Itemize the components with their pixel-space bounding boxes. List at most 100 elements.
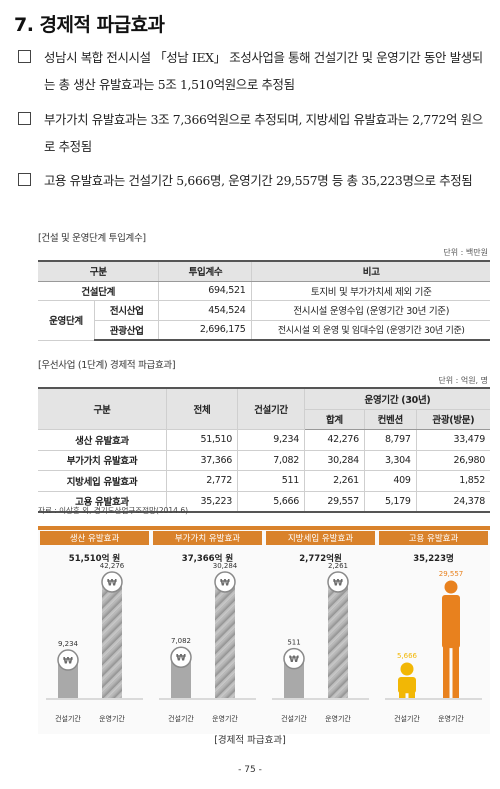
- coin-icon: [170, 646, 192, 668]
- table-row: 운영단계 전시산업 454,524 전시시설 운영수입 (운영기간 30년 기준…: [38, 300, 490, 341]
- economic-effect-infographic: 생산 유발효과 51,510억 원 ₩9,234 건설기간 ₩42,276 운영기간 부가가…: [38, 526, 490, 734]
- table-cell: 24,378: [415, 491, 490, 513]
- table-cell: 8,797: [363, 429, 417, 451]
- table-header: 비고: [251, 260, 490, 282]
- person-body-icon: [442, 595, 460, 649]
- table-header: 전체: [166, 387, 238, 430]
- bar-value: 42,276: [100, 562, 125, 570]
- checkbox-bullet-icon: [18, 173, 31, 186]
- table-cell: 부가가치 유발효과: [38, 450, 167, 471]
- table-cell: 409: [363, 470, 417, 492]
- bar: [215, 580, 235, 698]
- infographic-panels: 생산 유발효과 51,510억 원 ₩9,234 건설기간 ₩42,276 운영기간 부가가…: [40, 531, 488, 723]
- bar-label: 운영기간: [99, 714, 125, 723]
- bullet-value-added: 부가가치 유발효과는 3조 7,366억원으로 추정되며, 지방세입 유발효과는…: [18, 106, 490, 160]
- bar-label: 운영기간: [438, 714, 464, 723]
- person-leg-icon: [452, 646, 459, 698]
- won-symbol: ₩: [220, 579, 230, 589]
- table-cell: 2,261: [304, 470, 365, 492]
- table-cell: 26,980: [415, 450, 490, 471]
- table-header: 구분: [38, 260, 159, 282]
- table-row: 지방세입 유발효과 2,772 511 2,261 409 1,852: [38, 470, 490, 492]
- coin-icon: [57, 649, 79, 671]
- bar-value: 5,666: [397, 652, 418, 660]
- section-title: 7. 경제적 파급효과: [14, 14, 165, 36]
- bar-label: 건설기간: [168, 714, 194, 723]
- table-cell: 고용 유발효과: [38, 491, 167, 513]
- table-cell: 3,304: [363, 450, 417, 471]
- table2-caption: [우선사업 (1단계) 경제적 파급효과]: [38, 360, 176, 371]
- bar-label: 운영기간: [325, 714, 351, 723]
- table-cell: 전시산업: [93, 300, 159, 321]
- table-header: 관광(방문): [415, 409, 490, 430]
- person-leg-icon: [408, 691, 415, 698]
- page-number: - 75 -: [238, 765, 262, 775]
- table-cell: 42,276: [304, 429, 365, 451]
- coin-icon: [327, 571, 349, 593]
- won-symbol: ₩: [333, 579, 343, 589]
- economic-effect-table: 구분 전체 건설기간 운영기간 (30년) 합계 컨벤션 관광(방문) 생산 유…: [38, 387, 490, 513]
- table-cell: 694,521: [158, 281, 252, 301]
- bullet-employment: 고용 유발효과는 건설기간 5,666명, 운영기간 29,557명 등 총 3…: [18, 167, 490, 194]
- won-symbol: ₩: [63, 657, 73, 667]
- won-symbol: ₩: [289, 655, 299, 665]
- bar-value: 511: [287, 639, 300, 647]
- table-cell: 454,524: [158, 300, 252, 321]
- table-row: 관광산업 2,696,175 전시시설 외 운영 및 임대수입 (운영기간 30…: [38, 320, 490, 341]
- bar-value: 29,557: [439, 570, 464, 578]
- table-header: 투입계수: [158, 260, 252, 282]
- bullet-text: 성남시 복합 전시시설 「성남 IEX」 조성사업을 통해 건설기간 및 운영기…: [44, 50, 483, 92]
- table-row: 건설단계 694,521 토지비 및 부가가치세 제외 기준: [38, 281, 490, 301]
- table-cell: 5,179: [363, 491, 417, 513]
- person-head-icon: [444, 580, 458, 594]
- panel-header: [153, 531, 262, 545]
- coin-icon: [214, 571, 236, 593]
- table-header: 합계: [304, 409, 365, 430]
- table-header: 건설기간: [237, 387, 305, 430]
- table-header: 운영기간 (30년): [304, 387, 490, 410]
- table2-unit: 단위 : 억원, 명: [438, 376, 488, 385]
- table-cell: 30,284: [304, 450, 365, 471]
- table-header-row: 구분 투입계수 비고: [38, 260, 490, 282]
- table-cell: 토지비 및 부가가치세 제외 기준: [251, 281, 490, 301]
- table-header: 컨벤션: [363, 409, 417, 430]
- bar-value: 30,284: [213, 562, 238, 570]
- panel-header: [379, 531, 488, 545]
- bar-label: 건설기간: [55, 714, 81, 723]
- panel-total: 35,223명: [413, 553, 454, 564]
- table-cell: 9,234: [237, 429, 305, 451]
- panel-total: 37,366억 원: [182, 553, 234, 564]
- bullet-text: 부가가치 유발효과는 3조 7,366억원으로 추정되며, 지방세입 유발효과는…: [44, 112, 483, 154]
- table-cell: 지방세입 유발효과: [38, 470, 167, 492]
- table1-unit: 단위 : 백만원: [443, 248, 488, 257]
- bar-value: 9,234: [58, 640, 79, 648]
- coin-icon: [101, 571, 123, 593]
- bar-label: 운영기간: [212, 714, 238, 723]
- bullet-text: 고용 유발효과는 건설기간 5,666명, 운영기간 29,557명 등 총 3…: [44, 173, 473, 188]
- bar-label: 건설기간: [281, 714, 307, 723]
- checkbox-bullet-icon: [18, 112, 31, 125]
- table-cell: 1,852: [415, 470, 490, 492]
- table-cell: 35,223: [166, 491, 238, 513]
- table-cell: 전시시설 운영수입 (운영기간 30년 기준): [251, 300, 490, 321]
- table-subheader-row: 합계 컨벤션 관광(방문): [38, 409, 490, 430]
- bar: [102, 580, 122, 698]
- table-cell: 511: [237, 470, 305, 492]
- bar: [328, 580, 348, 698]
- panel-total: 51,510억 원: [69, 553, 121, 564]
- table-row: 생산 유발효과 51,510 9,234 42,276 8,797 33,479: [38, 429, 490, 451]
- input-coefficient-table: 구분 투입계수 비고 건설단계 694,521 토지비 및 부가가치세 제외 기…: [38, 260, 490, 341]
- panel-header: [40, 531, 149, 545]
- bar-label: 건설기간: [394, 714, 420, 723]
- panel-title: 고용 유발효과: [409, 533, 459, 544]
- won-symbol: ₩: [176, 654, 186, 664]
- table-row: 고용 유발효과 35,223 5,666 29,557 5,179 24,378: [38, 491, 490, 513]
- table-cell: 7,082: [237, 450, 305, 471]
- won-symbol: ₩: [107, 579, 117, 589]
- panel-title: 지방세입 유발효과: [288, 533, 353, 544]
- table-cell: 전시시설 외 운영 및 임대수입 (운영기간 30년 기준): [251, 320, 490, 341]
- person-head-icon: [400, 662, 414, 676]
- table-row: 부가가치 유발효과 37,366 7,082 30,284 3,304 26,9…: [38, 450, 490, 471]
- table-cell: 33,479: [415, 429, 490, 451]
- checkbox-bullet-icon: [18, 50, 31, 63]
